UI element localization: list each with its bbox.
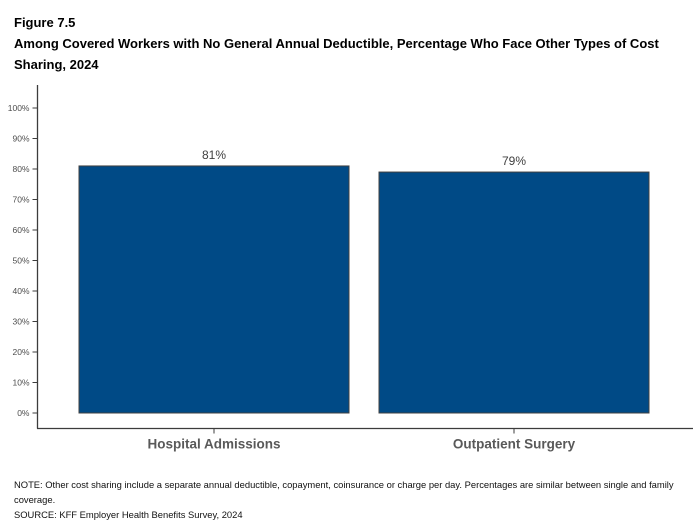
y-tick-label: 10% xyxy=(12,378,29,388)
y-tick-label: 80% xyxy=(12,164,29,174)
y-tick-label: 30% xyxy=(12,317,29,327)
source-text: SOURCE: KFF Employer Health Benefits Sur… xyxy=(14,509,243,520)
figure-notes: NOTE: Other cost sharing include a separ… xyxy=(14,477,690,522)
y-tick-label: 50% xyxy=(12,256,29,266)
bar xyxy=(78,165,350,414)
bar-value-label: 79% xyxy=(502,154,526,168)
x-tick-label: Hospital Admissions xyxy=(147,437,280,452)
y-tick-label: 70% xyxy=(12,195,29,205)
bar-value-label: 81% xyxy=(202,148,226,162)
y-tick-label: 100% xyxy=(8,103,30,113)
y-tick-label: 0% xyxy=(17,408,30,418)
note-text: NOTE: Other cost sharing include a separ… xyxy=(14,479,674,505)
y-tick-label: 90% xyxy=(12,134,29,144)
figure-label: Figure 7.5 xyxy=(14,15,76,30)
y-tick-label: 20% xyxy=(12,347,29,357)
figure-header: Figure 7.5 Among Covered Workers with No… xyxy=(14,12,694,75)
y-tick-label: 60% xyxy=(12,225,29,235)
y-tick-label: 40% xyxy=(12,286,29,296)
bar xyxy=(378,171,650,414)
bar-chart: 81% 79% 0% 10% 20% 30% 40% 50% 60% 70% 80% 90% 100% H… xyxy=(8,85,693,452)
figure-title: Among Covered Workers with No General An… xyxy=(14,36,659,72)
x-tick-label: Outpatient Surgery xyxy=(453,437,576,452)
